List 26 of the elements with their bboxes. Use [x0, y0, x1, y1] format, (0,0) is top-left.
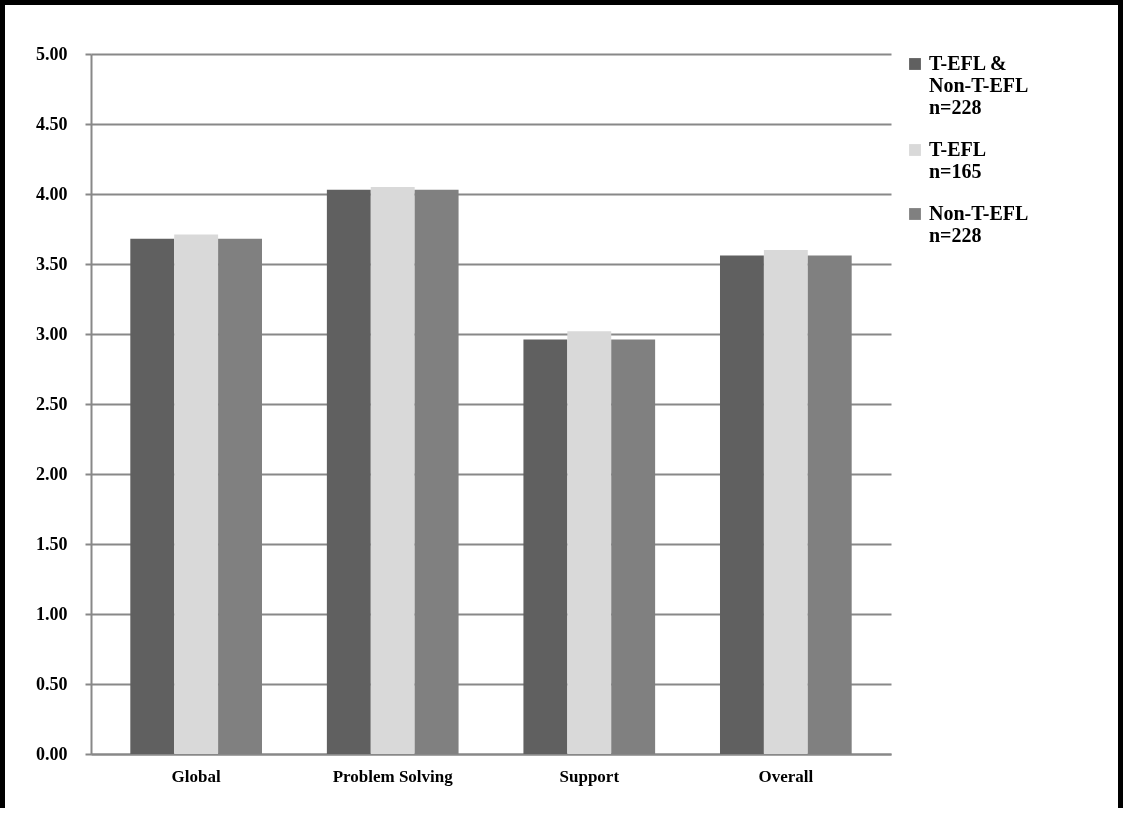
y-tick-label: 4.50 [36, 113, 68, 134]
bar [130, 238, 175, 754]
y-tick-label: 0.50 [36, 673, 68, 694]
y-tick-label: 1.50 [36, 533, 68, 554]
y-tick-label: 3.50 [36, 253, 68, 274]
x-tick-label: Support [559, 766, 620, 786]
bar [567, 331, 612, 754]
y-tick-label: 4.00 [36, 183, 68, 204]
x-tick-label: Overall [758, 766, 814, 786]
y-tick-label: 1.00 [36, 603, 68, 624]
x-tick-label: Global [171, 766, 221, 786]
legend-label: Non-T-EFL n=228 [929, 202, 1029, 246]
bar [719, 255, 764, 754]
y-tick-label: 2.00 [36, 463, 68, 484]
y-tick-label: 0.00 [36, 743, 68, 764]
bar [326, 189, 371, 754]
x-tick-label: Problem Solving [332, 766, 454, 786]
legend-label: T-EFL & Non-T-EFL n=228 [929, 52, 1029, 118]
y-tick-label: 5.00 [36, 43, 68, 64]
bar [763, 250, 808, 754]
legend-label: T-EFL n=165 [929, 138, 987, 182]
bar [523, 339, 568, 754]
y-tick-label: 3.00 [36, 323, 68, 344]
bar [174, 234, 219, 754]
bar [370, 187, 415, 754]
y-tick-label: 2.50 [36, 393, 68, 414]
